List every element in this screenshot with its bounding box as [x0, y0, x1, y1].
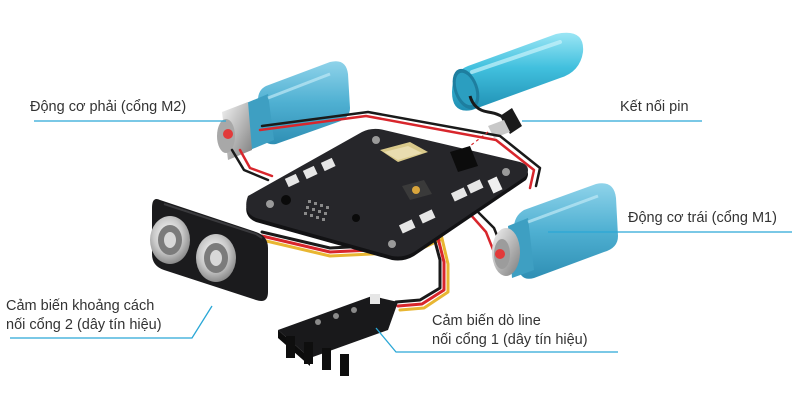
motor-left: [492, 183, 618, 279]
leader-lines: [10, 120, 792, 353]
label-line-sensor: Cảm biến dò line nối cổng 1 (dây tín hiệ…: [432, 312, 588, 350]
line-sensor: [278, 294, 398, 376]
distance-sensor: [150, 199, 268, 301]
leader-distance: [10, 305, 213, 339]
leader-line-sensor: [375, 327, 618, 353]
label-line-sensor-line1: Cảm biến dò line: [432, 313, 541, 329]
label-distance-sensor-line1: Cảm biến khoảng cách: [6, 298, 155, 314]
plug-guide: [469, 131, 489, 147]
motor-right: [217, 61, 350, 160]
label-line-sensor-line2: nối cổng 1 (dây tín hiệu): [432, 332, 588, 348]
battery-pack: [452, 32, 584, 111]
label-motor-left: Động cơ trái (cổng M1): [628, 210, 777, 226]
label-distance-sensor: Cảm biến khoảng cách nối cổng 2 (dây tín…: [6, 297, 162, 335]
label-distance-sensor-line2: nối cổng 2 (dây tín hiệu): [6, 317, 162, 333]
main-board: [246, 128, 528, 261]
label-motor-right: Động cơ phải (cổng M2): [30, 99, 187, 115]
label-battery: Kết nối pin: [620, 99, 689, 115]
battery-cable: [468, 95, 522, 138]
